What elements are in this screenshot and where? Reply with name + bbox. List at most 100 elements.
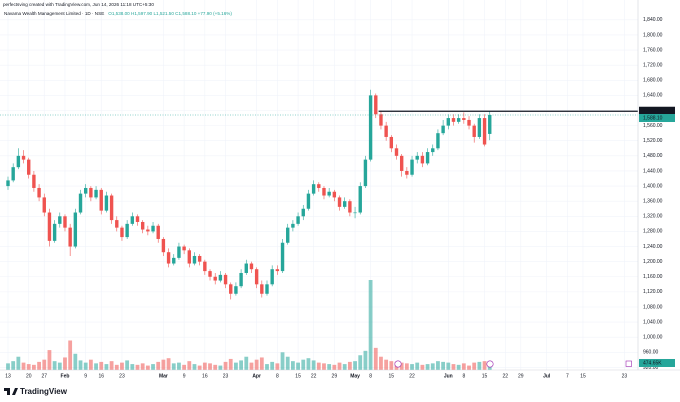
volume-bar xyxy=(332,364,337,370)
volume-bar xyxy=(342,364,347,370)
candle-body xyxy=(109,195,114,221)
price-label-box xyxy=(639,106,675,115)
candle-body xyxy=(410,159,414,175)
candle-body xyxy=(218,274,223,281)
candle-body xyxy=(441,125,445,134)
volume-bar xyxy=(399,362,404,370)
volume-bar xyxy=(482,361,487,370)
volume-bar xyxy=(16,356,21,370)
volume-bar xyxy=(57,362,62,370)
volume-bar xyxy=(192,364,197,370)
volume-bar xyxy=(373,347,378,370)
candle-body xyxy=(363,159,368,187)
volume-bar xyxy=(368,280,373,370)
candle-body xyxy=(394,148,399,156)
candle-body xyxy=(135,216,140,222)
candle-body xyxy=(229,284,233,294)
candle-body xyxy=(415,155,419,160)
volume-bar xyxy=(125,360,130,370)
candle-body xyxy=(301,208,305,217)
candle-body xyxy=(477,118,482,137)
volume-bar xyxy=(265,364,269,370)
volume-bar xyxy=(161,359,166,370)
volume-bar xyxy=(182,364,187,370)
candle-body xyxy=(389,136,394,149)
candle-body xyxy=(151,225,155,232)
volume-bar xyxy=(275,363,280,370)
candle-body xyxy=(488,115,492,134)
volume-bar xyxy=(379,356,383,370)
x-tick-label: 27 xyxy=(41,373,47,379)
volume-label-box xyxy=(639,358,675,367)
candle-body xyxy=(120,227,124,238)
candle-body xyxy=(146,229,150,232)
volume-bar xyxy=(259,357,264,370)
candle-body xyxy=(286,227,290,243)
x-tick-label: 23 xyxy=(223,373,229,379)
volume-bar xyxy=(228,358,233,370)
x-tick-label: Jul xyxy=(543,373,551,379)
candle-body xyxy=(203,261,207,272)
y-tick-label: 1,640.00 xyxy=(643,93,663,99)
candle-body xyxy=(451,118,456,122)
candle-body xyxy=(32,174,36,188)
x-tick-label: Jun xyxy=(444,373,453,379)
volume-bar xyxy=(404,363,409,370)
x-tick-label: 20 xyxy=(26,373,32,379)
volume-bar xyxy=(21,362,26,370)
event-icon xyxy=(625,360,632,367)
volume-bar xyxy=(11,361,16,370)
candle-body xyxy=(104,195,109,211)
volume-bar xyxy=(322,363,326,370)
candle-body xyxy=(472,125,476,137)
x-tick-label: 15 xyxy=(580,373,586,379)
candle-body xyxy=(78,193,83,213)
volume-bar xyxy=(285,356,290,370)
volume-bar xyxy=(166,358,171,370)
volume-bar xyxy=(467,365,471,370)
candle-body xyxy=(456,118,461,122)
volume-bar xyxy=(280,352,285,370)
candle-body xyxy=(337,197,342,207)
volume-bar xyxy=(130,364,135,370)
candle-body xyxy=(467,119,471,126)
volume-bar xyxy=(327,364,332,370)
volume-bar xyxy=(68,340,73,370)
y-tick-label: 1,760.00 xyxy=(643,47,663,53)
candle-body xyxy=(239,272,243,287)
candle-body xyxy=(161,238,166,253)
y-tick-label: 1,080.00 xyxy=(643,304,663,310)
volume-bar xyxy=(88,359,93,370)
volume-bar xyxy=(213,364,218,370)
marks xyxy=(0,89,638,370)
y-tick-label: 920.00 xyxy=(643,365,659,371)
candle-body xyxy=(21,155,26,160)
volume-bar xyxy=(477,361,482,370)
x-tick-label: 7 xyxy=(566,373,569,379)
volume-bar xyxy=(234,362,238,370)
logo-icon xyxy=(4,388,18,395)
candle-body xyxy=(260,284,264,294)
header: Navama Wealth Management Limited · 1D · … xyxy=(4,11,232,16)
y-tick-label: 1,840.00 xyxy=(643,17,663,23)
candle-body xyxy=(446,118,450,126)
volume-bar xyxy=(151,364,155,370)
volume-bar xyxy=(430,363,435,370)
x-tick-label: 15 xyxy=(389,373,395,379)
candle-body xyxy=(187,250,191,264)
x-tick-label: 8 xyxy=(276,373,279,379)
volume-bar xyxy=(446,362,451,370)
price-label: 1,598.05 xyxy=(643,109,663,115)
y-tick-label: 1,200.00 xyxy=(643,259,663,265)
candle-body xyxy=(68,227,72,247)
volume-bar xyxy=(83,362,88,370)
y-tick-label: 1,680.00 xyxy=(643,78,663,84)
y-tick-label: 1,120.00 xyxy=(643,289,663,295)
y-tick-label: 1,800.00 xyxy=(643,32,663,38)
volume-bar xyxy=(63,357,67,370)
volume-bar xyxy=(145,365,150,370)
caption: perfectsving created with TradingView.co… xyxy=(3,2,154,7)
candle-body xyxy=(197,255,202,262)
y-tick-label: 1,480.00 xyxy=(643,153,663,159)
candle-body xyxy=(425,152,430,164)
